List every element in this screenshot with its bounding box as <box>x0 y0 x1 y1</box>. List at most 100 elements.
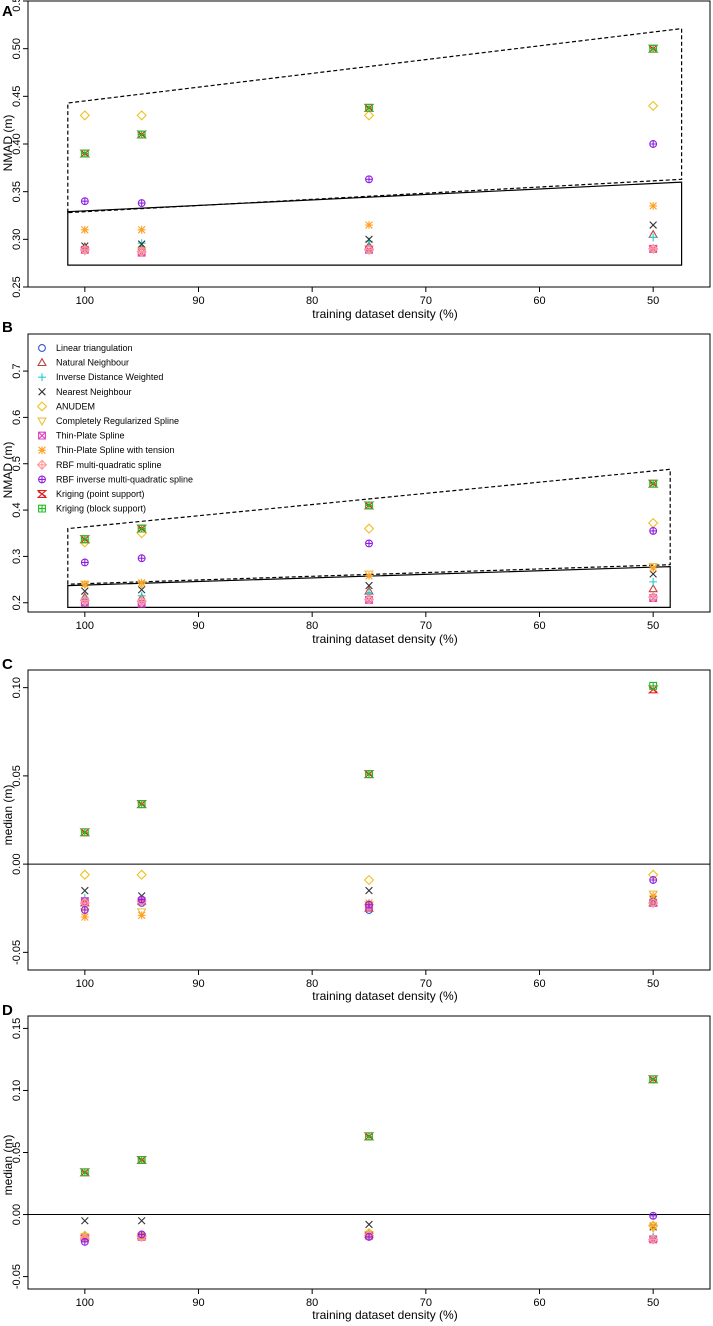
panel-c-xtick-label: 70 <box>420 978 432 990</box>
panel-a-point-nearest-neighbour <box>649 221 657 229</box>
panel-a-ytick-label: 0.30 <box>11 229 23 250</box>
panel-a-xtick-label: 90 <box>192 295 204 307</box>
panel-a-point-rbf-multi-quadratic-spline <box>647 243 659 255</box>
panel-a-point-inverse-distance-weighted <box>365 237 373 246</box>
panel-a-point-rbf-multi-quadratic-spline <box>79 244 91 255</box>
panel-b-legend-label: ANUDEM <box>56 401 95 411</box>
panel-c-point-nearest-neighbour <box>365 886 373 895</box>
panel-a-point-rbf-inverse-multi-quadratic-spline <box>80 197 89 206</box>
panel-b-point-kriging-block-support <box>365 501 373 510</box>
panel-b-xtick-label: 90 <box>192 620 204 632</box>
panel-b-legend-label: Kriging (block support) <box>56 504 146 514</box>
panel-b-legend-label: RBF multi-quadratic spline <box>56 460 162 470</box>
panel-b-xtick-label: 50 <box>647 620 659 632</box>
panel-a-region-solid <box>67 181 683 266</box>
panel-c-point-kriging-block-support <box>649 681 658 690</box>
panel-d-point-kriging-block-support <box>137 1156 146 1164</box>
panel-c-point-thin-plate-spline-with-tension <box>137 911 146 920</box>
panel-d-point-nearest-neighbour <box>365 1220 373 1229</box>
panel-c-point-anudem <box>363 874 375 886</box>
panel-a-point-inverse-distance-weighted <box>649 233 658 242</box>
panel-d: D median (m) training dataset density (%… <box>1 1002 711 1322</box>
panel-a-point-kriging-block-support <box>137 130 146 139</box>
panel-d-plot: 100 90 80 70 60 50 -0.05 0.00 0.05 0.10 0.15 <box>11 1015 711 1309</box>
panel-c-xtick-label: 80 <box>306 978 318 990</box>
panel-a-ytick-label: 0.55 <box>11 0 23 12</box>
panel-b-point-thin-plate-spline-with-tension <box>649 564 658 572</box>
panel-d-point-rbf-inverse-multi-quadratic-spline <box>649 1211 658 1220</box>
panel-b-legend-label: Thin-Plate Spline <box>56 431 125 441</box>
panel-b-point-completely-regularized-spline <box>648 563 659 572</box>
panel-a-point-thin-plate-spline-with-tension <box>80 225 89 234</box>
panel-a-point-rbf-multi-quadratic-spline <box>136 246 147 257</box>
panel-c-xtick-label: 60 <box>533 978 545 990</box>
panel-b-point-rbf-inverse-multi-quadratic-spline <box>137 554 146 563</box>
panel-c-point-anudem <box>79 869 91 880</box>
panel-a-point-rbf-multi-quadratic-spline <box>363 244 375 255</box>
panel-b-region-dashed <box>67 468 671 585</box>
panel-b-xtick-label: 60 <box>533 620 545 632</box>
panel-b-legend-marker-thin-plate-spline <box>38 431 46 440</box>
panel-c-point-kriging-block-support <box>137 800 146 809</box>
panel-d-xtick-label: 90 <box>192 1297 204 1309</box>
panel-c-point-rbf-inverse-multi-quadratic-spline <box>649 876 658 884</box>
panel-a-xtick-label: 50 <box>647 295 659 307</box>
panel-b-point-rbf-multi-quadratic-spline <box>363 594 375 605</box>
panel-a-point-rbf-inverse-multi-quadratic-spline <box>649 140 658 148</box>
panel-a-xtick-label: 80 <box>306 295 318 307</box>
panel-d-point-kriging-block-support <box>649 1075 658 1084</box>
panel-c: C median (m) training dataset density (%… <box>1 656 711 1003</box>
panel-b-ylabel: NMAD (m) <box>1 442 15 499</box>
panel-c-point-thin-plate-spline-with-tension <box>80 913 89 921</box>
panel-a-plot: 100 90 80 70 60 50 0.25 0.30 0.35 0.40 0.45 0.50 0.5… <box>11 0 711 307</box>
panel-b-legend-marker-kriging-block-support <box>38 504 46 513</box>
panel-b-point-rbf-multi-quadratic-spline <box>647 591 659 603</box>
panel-b-legend-marker-natural-neighbour <box>37 357 47 367</box>
panel-b-point-inverse-distance-weighted <box>649 577 658 586</box>
panel-a-point-inverse-distance-weighted <box>137 239 146 248</box>
panel-b-point-rbf-multi-quadratic-spline <box>79 595 91 606</box>
panel-b-legend-label: Nearest Neighbour <box>56 387 132 397</box>
panel-a-point-kriging-block-support <box>80 149 89 158</box>
panel-b-region-solid <box>67 565 671 609</box>
panel-d-ytick-label: 0.00 <box>11 1204 23 1225</box>
panel-b-legend-label: Thin-Plate Spline with tension <box>56 445 175 455</box>
panel-b-point-anudem <box>363 523 375 534</box>
panel-a-ytick-label: 0.50 <box>11 38 23 59</box>
panel-b-legend-label: Completely Regularized Spline <box>56 416 179 426</box>
panel-b-ytick-label: 0.7 <box>11 363 23 378</box>
panel-b-legend-label: Linear triangulation <box>56 343 133 353</box>
panel-d-point-anudem <box>647 1220 659 1231</box>
panel-a-ylabel: NMAD (m) <box>1 115 15 172</box>
panel-b-ytick-label: 0.5 <box>11 456 23 471</box>
panel-b-point-nearest-neighbour <box>365 581 373 590</box>
panel-b-legend-marker-rbf-multi-quadratic-spline <box>36 459 48 470</box>
panel-c-point-rbf-inverse-multi-quadratic-spline <box>80 906 89 914</box>
panel-a-point-kriging-block-support <box>365 103 373 112</box>
panel-b-legend-marker-inverse-distance-weighted <box>38 373 46 382</box>
panel-b-point-nearest-neighbour <box>649 570 657 578</box>
panel-b-legend-marker-kriging-point-support <box>36 490 48 498</box>
panel-d-point-kriging-block-support <box>365 1132 373 1141</box>
panel-b-legend-marker-thin-plate-spline-with-tension <box>38 446 46 455</box>
panel-c-point-kriging-block-support <box>365 770 373 779</box>
panel-d-xtick-label: 70 <box>420 1297 432 1309</box>
panel-b-point-natural-neighbour <box>648 583 659 593</box>
panel-c-point-rbf-inverse-multi-quadratic-spline <box>137 895 146 904</box>
panel-b-plot: 100 90 80 70 60 50 0.2 0.3 0.4 0.5 0.6 0.7 <box>11 333 711 632</box>
panel-a-point-rbf-inverse-multi-quadratic-spline <box>365 175 373 184</box>
panel-a-point-thin-plate-spline-with-tension <box>649 202 658 210</box>
panel-b-legend-marker-completely-regularized-spline <box>37 417 47 427</box>
panel-b-legend-marker-rbf-inverse-multi-quadratic-spline <box>38 475 46 484</box>
panel-b-legend-label: Inverse Distance Weighted <box>56 372 163 382</box>
panel-d-ytick-label: -0.05 <box>11 1264 23 1289</box>
panel-b-legend-label: RBF inverse multi-quadratic spline <box>56 474 193 484</box>
panel-a-point-kriging-block-support <box>649 44 658 53</box>
panel-b-point-nearest-neighbour <box>137 585 146 594</box>
panel-d-ytick-label: 0.05 <box>11 1142 23 1163</box>
panel-d-point-rbf-inverse-multi-quadratic-spline <box>80 1237 89 1246</box>
panel-b-legend-marker-anudem <box>36 401 48 412</box>
panel-a-point-rbf-inverse-multi-quadratic-spline <box>137 199 146 208</box>
panel-c-point-kriging-block-support <box>80 828 89 837</box>
